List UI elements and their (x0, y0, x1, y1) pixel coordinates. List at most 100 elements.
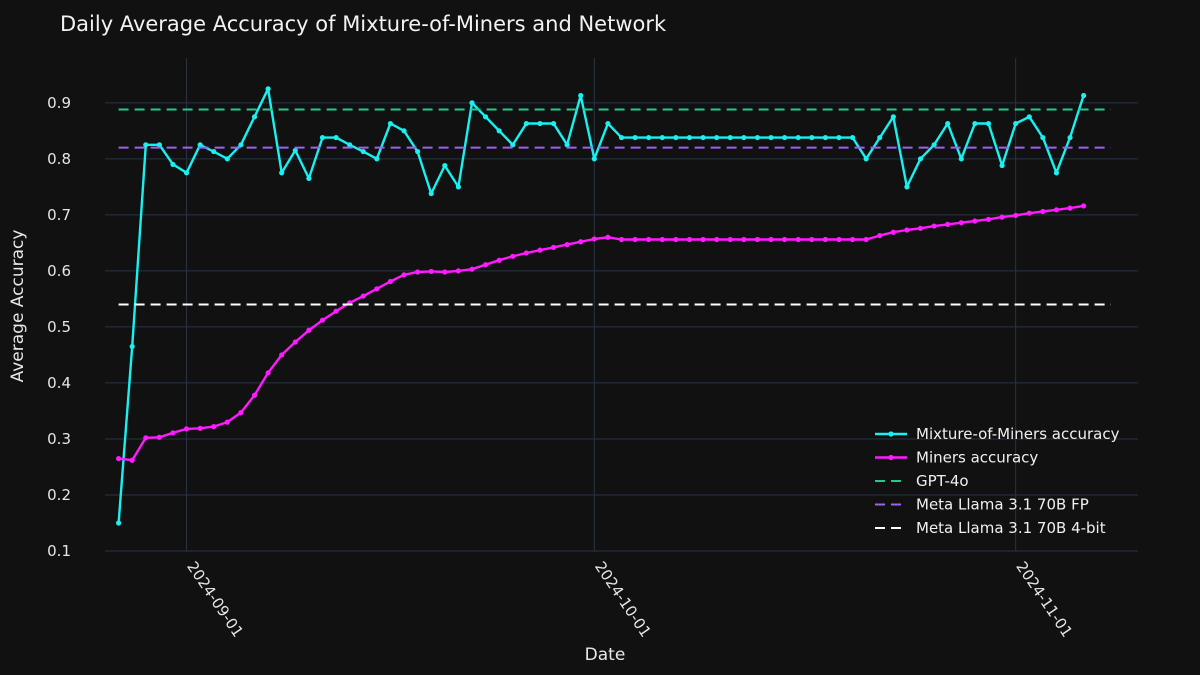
data-point (849, 134, 856, 141)
data-point (564, 142, 570, 148)
legend-item: Mixture-of-Miners accuracy (875, 425, 1120, 443)
grid-layer (105, 58, 1138, 552)
data-point (782, 236, 788, 243)
data-point (768, 236, 774, 243)
data-point (686, 236, 693, 243)
data-point (537, 247, 543, 253)
data-point (605, 234, 611, 240)
data-point (1053, 207, 1060, 213)
data-point (251, 114, 258, 120)
data-point (374, 286, 380, 292)
series-layer (115, 86, 1111, 526)
data-point (863, 156, 869, 162)
data-point (931, 142, 937, 148)
data-point (632, 134, 638, 141)
data-point (143, 142, 149, 148)
legend-item: Miners accuracy (875, 449, 1038, 467)
x-tick-label: 2024-11-01 (1012, 558, 1076, 640)
data-point (265, 86, 271, 92)
legend-label: Miners accuracy (916, 449, 1038, 467)
data-point (156, 434, 162, 440)
data-point (1040, 208, 1046, 215)
data-point (428, 268, 434, 275)
data-point (809, 134, 815, 141)
data-point (523, 120, 529, 127)
data-point (659, 134, 665, 141)
data-point (741, 236, 747, 243)
data-point (836, 236, 842, 243)
data-point (822, 236, 828, 243)
data-point (238, 142, 244, 148)
data-point (550, 244, 557, 250)
data-point (700, 134, 706, 141)
data-point (455, 268, 461, 274)
legend-label: Meta Llama 3.1 70B FP (916, 496, 1089, 514)
y-tick-label: 0.1 (47, 542, 71, 560)
data-point (170, 161, 176, 168)
data-point (129, 343, 135, 350)
data-point (415, 148, 421, 155)
data-point (958, 220, 964, 226)
x-axis-label: Date (585, 645, 626, 665)
data-point (727, 134, 733, 141)
data-point (985, 120, 992, 127)
legend-marker (888, 454, 894, 461)
data-point (550, 120, 557, 127)
y-axis-label: Average Accuracy (8, 230, 28, 383)
data-point (673, 134, 679, 141)
data-point (754, 236, 761, 243)
data-point (211, 148, 217, 155)
data-point (686, 134, 693, 141)
data-point (1081, 203, 1087, 209)
data-point (374, 156, 380, 162)
series-mixture-of-miners-accuracy (115, 86, 1087, 526)
data-point (917, 156, 924, 162)
data-point (754, 134, 761, 141)
data-point (360, 293, 366, 299)
data-point (890, 114, 896, 120)
data-point (1026, 210, 1032, 216)
data-point (618, 236, 625, 243)
data-point (673, 236, 679, 243)
data-point (510, 253, 516, 259)
data-point (1013, 120, 1019, 127)
data-point (1040, 134, 1046, 141)
data-point (1067, 134, 1073, 141)
legend-item: Meta Llama 3.1 70B 4-bit (875, 519, 1106, 537)
data-point (700, 236, 706, 243)
data-point (945, 221, 951, 227)
x-tick-label: 2024-10-01 (591, 558, 655, 640)
data-point (496, 128, 502, 134)
data-point (224, 156, 230, 162)
data-point (347, 142, 353, 148)
data-point (333, 134, 339, 141)
data-point (1081, 92, 1087, 99)
data-point (129, 457, 135, 463)
data-point (523, 250, 529, 256)
data-point (360, 148, 366, 155)
data-point (306, 175, 312, 182)
data-point (578, 239, 584, 245)
legend-item: GPT-4o (875, 472, 969, 490)
data-point (183, 170, 190, 176)
data-point (442, 269, 448, 275)
data-point (863, 236, 869, 243)
data-point (401, 272, 407, 278)
data-point (496, 257, 502, 263)
data-point (999, 214, 1005, 220)
data-point (564, 241, 570, 248)
data-point (143, 435, 149, 441)
data-point (917, 225, 924, 231)
data-point (618, 134, 625, 141)
data-point (115, 520, 122, 526)
legend-marker (888, 431, 894, 437)
data-point (482, 262, 489, 268)
data-point (224, 419, 230, 425)
legend-label: Mixture-of-Miners accuracy (916, 425, 1120, 443)
data-point (877, 232, 883, 239)
data-point (279, 170, 285, 176)
data-point (945, 120, 951, 127)
data-point (1013, 212, 1019, 219)
